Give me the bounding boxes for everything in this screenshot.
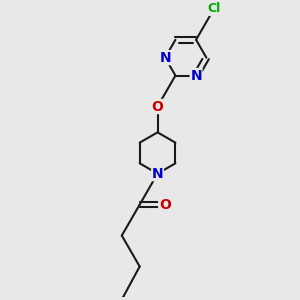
Text: O: O <box>159 198 171 212</box>
Text: N: N <box>159 51 171 65</box>
Text: N: N <box>190 68 202 83</box>
Text: Cl: Cl <box>207 2 220 15</box>
Text: N: N <box>152 167 164 181</box>
Text: O: O <box>152 100 164 113</box>
